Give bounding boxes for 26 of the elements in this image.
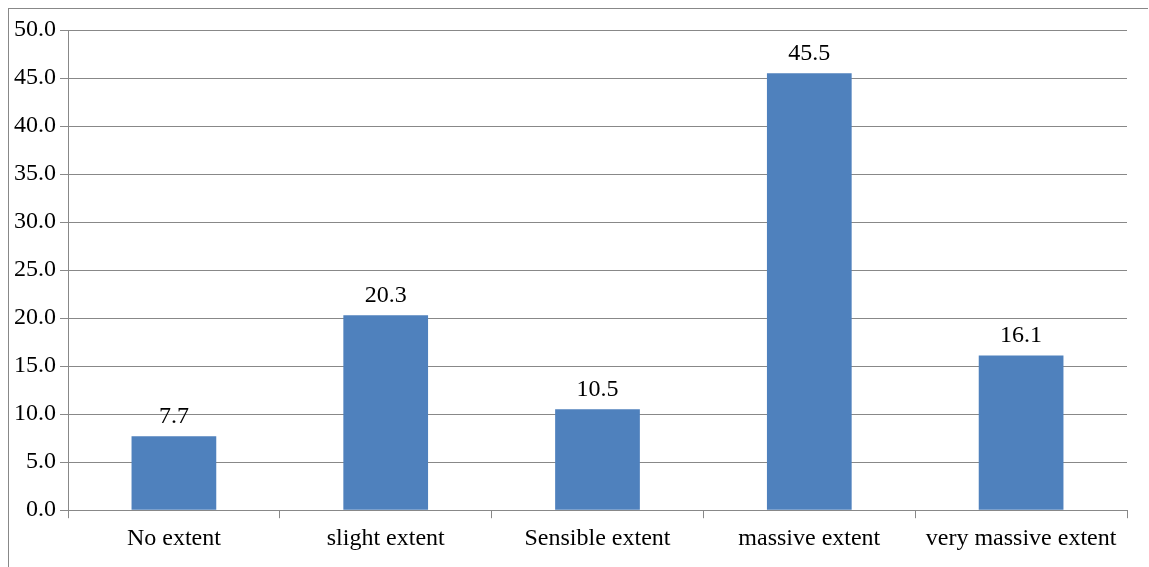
y-tick-label: 10.0	[14, 399, 56, 426]
y-tick-label: 40.0	[14, 111, 56, 138]
x-tick-label: massive extent	[738, 523, 881, 550]
data-label: 45.5	[788, 38, 831, 65]
y-tick-label: 20.0	[14, 303, 56, 330]
y-tick-label: 50.0	[14, 15, 56, 42]
x-tick-label: slight extent	[326, 523, 446, 550]
y-tick-label: 35.0	[14, 159, 56, 186]
bar	[766, 73, 852, 510]
bar	[131, 436, 217, 510]
data-label: 10.5	[576, 374, 619, 401]
bar	[343, 315, 429, 510]
data-label: 7.7	[158, 401, 189, 428]
data-label: 16.1	[1000, 320, 1043, 347]
y-tick-label: 5.0	[26, 447, 56, 474]
y-tick-label: 30.0	[14, 207, 56, 234]
bar	[555, 409, 640, 510]
x-tick-label: very massive extent	[925, 523, 1117, 550]
bar	[978, 355, 1064, 510]
x-tick-label: No extent	[126, 523, 222, 550]
x-tick-label: Sensible extent	[524, 523, 671, 550]
y-tick-label: 45.0	[14, 63, 56, 90]
y-tick-label: 25.0	[14, 255, 56, 282]
y-tick-label: 0.0	[26, 495, 56, 522]
y-tick-label: 15.0	[14, 351, 56, 378]
data-label: 20.3	[364, 280, 407, 307]
